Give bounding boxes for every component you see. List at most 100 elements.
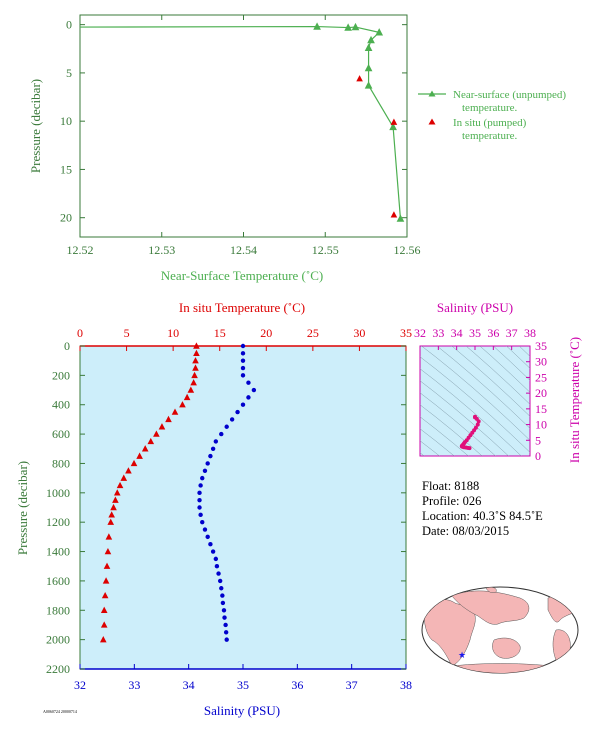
profile-chart: 0 5 10 15 20 25 30 35 32 33 34 35 36 37 38 0 200 400 600 80… xyxy=(15,300,412,718)
temperature-profile-point xyxy=(190,379,197,386)
salinity-profile-point xyxy=(246,395,251,400)
density-contour xyxy=(421,346,530,441)
near-surface-plot-area xyxy=(79,14,408,238)
temperature-profile-point xyxy=(192,357,199,364)
ts-diagram: Salinity (PSU) In situ Temperature (˚C) … xyxy=(400,234,582,463)
density-contour xyxy=(420,380,509,456)
salinity-profile-point xyxy=(220,600,226,606)
salinity-tick-label: 33 xyxy=(128,678,140,692)
near-surface-x-tick-label: 12.56 xyxy=(394,243,421,257)
profile-series xyxy=(99,342,257,643)
density-contour xyxy=(436,346,530,429)
salinity-profile-point xyxy=(205,461,210,466)
ts-point xyxy=(476,419,481,424)
temperature-profile-point xyxy=(141,445,149,452)
insitu-temperature-point xyxy=(390,118,398,125)
temperature-profile-point xyxy=(108,511,115,518)
ts-salinity-tick-label: 33 xyxy=(432,326,444,340)
unpumped-temperature-point xyxy=(375,28,384,36)
salinity-tick-label: 35 xyxy=(237,678,249,692)
unpumped-temperature-point xyxy=(344,23,352,31)
pressure-tick-label: 1600 xyxy=(46,574,70,588)
near-surface-legend: Near-surface (unpumped) temperature. In … xyxy=(418,89,569,142)
salinity-profile-point xyxy=(205,534,210,540)
temperature-profile-point xyxy=(193,349,200,357)
near-surface-x-tick-label: 12.52 xyxy=(67,243,94,257)
salinity-profile-point xyxy=(222,615,227,620)
insitu-temperature-point xyxy=(390,211,398,218)
temperature-tick-label: 10 xyxy=(167,326,179,340)
ts-point xyxy=(475,422,480,427)
pressure-tick-label: 200 xyxy=(52,368,70,382)
temperature-profile-point xyxy=(171,408,179,415)
near-surface-y-tick-label: 5 xyxy=(66,66,72,80)
temperature-profile-point xyxy=(112,496,119,503)
temperature-profile-point xyxy=(125,467,132,474)
location: Location: 40.3˚S 84.5˚E xyxy=(422,509,543,523)
pressure-tick-label: 1400 xyxy=(46,545,70,559)
pressure-tick-label: 1800 xyxy=(46,603,70,617)
ts-temperature-tick-label: 35 xyxy=(535,339,547,353)
salinity-profile-point xyxy=(251,387,257,393)
temperature-profile-point xyxy=(193,342,200,349)
temperature-profile-point xyxy=(100,606,108,613)
salinity-profile-point xyxy=(210,549,216,554)
temperature-profile-point xyxy=(100,621,108,628)
temperature-profile-point xyxy=(102,577,110,584)
density-contour xyxy=(420,356,530,453)
near-surface-x-tick-label: 12.54 xyxy=(230,243,257,257)
temperature-profile-point xyxy=(103,562,111,569)
salinity-tick-label: 36 xyxy=(291,678,303,692)
legend-marker-insitu xyxy=(428,118,436,125)
temperature-tick-label: 25 xyxy=(307,326,319,340)
near-surface-y-tick-label: 10 xyxy=(60,114,72,128)
ts-salinity-axis-label: Salinity (PSU) xyxy=(437,300,513,315)
density-contour xyxy=(400,234,550,364)
density-contour xyxy=(451,346,530,417)
near-surface-x-tick-label: 12.55 xyxy=(312,243,339,257)
unpumped-temperature-point xyxy=(367,35,375,44)
salinity-profile-point xyxy=(200,475,205,481)
world-map: ★ xyxy=(421,586,579,674)
temperature-profile-point xyxy=(99,636,107,643)
salinity-profile-point xyxy=(200,519,205,525)
near-surface-y-tick-label: 15 xyxy=(60,162,72,176)
pressure-tick-label: 800 xyxy=(52,456,70,470)
pressure-tick-label: 1200 xyxy=(46,515,70,529)
unpumped-temperature-point xyxy=(389,122,397,131)
float-info: Float: 8188 Profile: 026 Location: 40.3˚… xyxy=(422,479,543,538)
temperature-profile-point xyxy=(147,437,155,445)
temperature-profile-point xyxy=(191,371,198,379)
pressure-tick-label: 2000 xyxy=(46,633,70,647)
unpumped-temperature-point xyxy=(364,81,373,89)
salinity-profile-point xyxy=(219,586,224,591)
near-surface-chart: 12.52 12.53 12.54 12.55 12.56 0 5 10 15 20 Near-S… xyxy=(28,14,569,283)
density-contour xyxy=(420,368,522,456)
ts-salinity-tick-label: 32 xyxy=(414,326,426,340)
ts-temperature-tick-label: 5 xyxy=(535,433,541,447)
near-surface-axes: 12.52 12.53 12.54 12.55 12.56 0 5 10 15 20 xyxy=(60,15,421,257)
salinity-profile-point xyxy=(198,512,203,518)
salinity-profile-point xyxy=(224,424,229,429)
ts-temperature-axis-label: In situ Temperature (˚C) xyxy=(567,337,582,463)
ts-point xyxy=(467,446,472,451)
salinity-profile-point xyxy=(202,527,208,532)
ts-plot-area xyxy=(419,345,531,457)
profile-number: Profile: 026 xyxy=(422,494,481,508)
temperature-profile-point xyxy=(192,364,199,371)
temperature-profile-point xyxy=(107,518,115,525)
salinity-profile-point xyxy=(220,593,225,598)
unpumped-temperature-point xyxy=(396,214,405,222)
salinity-profile-point xyxy=(214,564,220,569)
profile-salinity-axis-label: Salinity (PSU) xyxy=(204,703,280,718)
ts-temperature-tick-label: 25 xyxy=(535,370,547,384)
salinity-profile-point xyxy=(213,439,219,444)
unpumped-temperature-point xyxy=(351,22,360,31)
salinity-profile-point xyxy=(216,571,221,576)
legend-label-unpumped: Near-surface (unpumped) temperature. xyxy=(453,89,569,114)
legend-label-insitu: In situ (pumped) temperature. xyxy=(453,117,529,142)
map-australia xyxy=(492,637,521,659)
temperature-profile-point xyxy=(105,533,113,540)
near-surface-y-tick-label: 0 xyxy=(66,18,72,32)
